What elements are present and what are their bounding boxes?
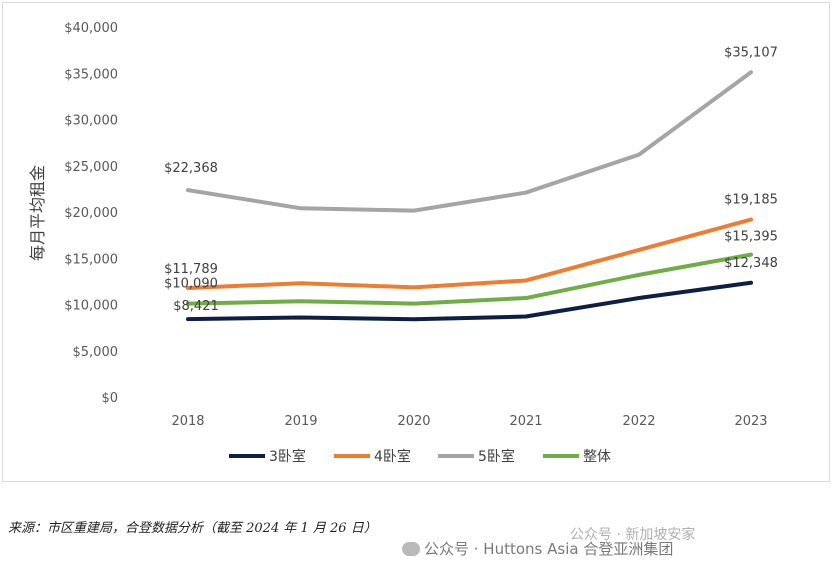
chart-container: $0 $5,000 $10,000 $15,000 $20,000 $25,000 $30,…	[2, 2, 830, 482]
data-label: $15,395	[724, 230, 778, 245]
y-tick-label: $10,000	[64, 299, 118, 314]
series-line-4	[186, 252, 753, 306]
y-tick-label: $35,000	[64, 67, 118, 82]
y-tick-label: $5,000	[73, 345, 119, 360]
watermark: 公众号 · Huttons Asia 合登亚洲集团	[402, 538, 673, 559]
legend-label: 4卧室	[374, 448, 411, 465]
wechat-icon	[402, 542, 420, 556]
watermark-text: 公众号 · Huttons Asia 合登亚洲集团	[424, 540, 674, 558]
data-label: $12,348	[724, 256, 778, 271]
data-label: $19,185	[724, 193, 778, 208]
series-line-2	[186, 217, 753, 290]
y-tick-label: $20,000	[64, 206, 118, 221]
x-tick-label: 2021	[509, 414, 542, 429]
y-tick-label: $0	[101, 391, 118, 406]
legend-label: 5卧室	[478, 448, 515, 465]
y-tick-label: $40,000	[64, 21, 118, 36]
data-label: $8,421	[173, 299, 219, 314]
x-tick-label: 2020	[397, 414, 430, 429]
legend-label: 3卧室	[269, 448, 306, 465]
data-label: $22,368	[164, 161, 218, 176]
y-tick-label: $15,000	[64, 252, 118, 267]
y-tick-label: $25,000	[64, 160, 118, 175]
data-label: $35,107	[724, 45, 778, 60]
source-note: 来源：市区重建局，合登数据分析（截至 2024 年 1 月 26 日）	[8, 521, 377, 536]
y-tick-label: $30,000	[64, 114, 118, 129]
x-tick-label: 2019	[284, 414, 317, 429]
legend-label: 整体	[583, 449, 611, 465]
watermark-secondary-text: 公众号 · 新加坡安家	[570, 527, 696, 543]
watermark-secondary: 公众号 · 新加坡安家	[570, 524, 695, 544]
x-tick-label: 2022	[622, 414, 655, 429]
x-tick-label: 2023	[734, 414, 767, 429]
series-line-3	[186, 70, 753, 213]
x-tick-label: 2018	[171, 414, 204, 429]
line-chart: $0 $5,000 $10,000 $15,000 $20,000 $25,000 $30,…	[28, 21, 778, 465]
y-axis-label: 每月平均租金	[28, 165, 47, 261]
data-label: $10,090	[164, 277, 218, 292]
data-label: $11,789	[164, 262, 218, 277]
series-line-1	[186, 280, 753, 322]
